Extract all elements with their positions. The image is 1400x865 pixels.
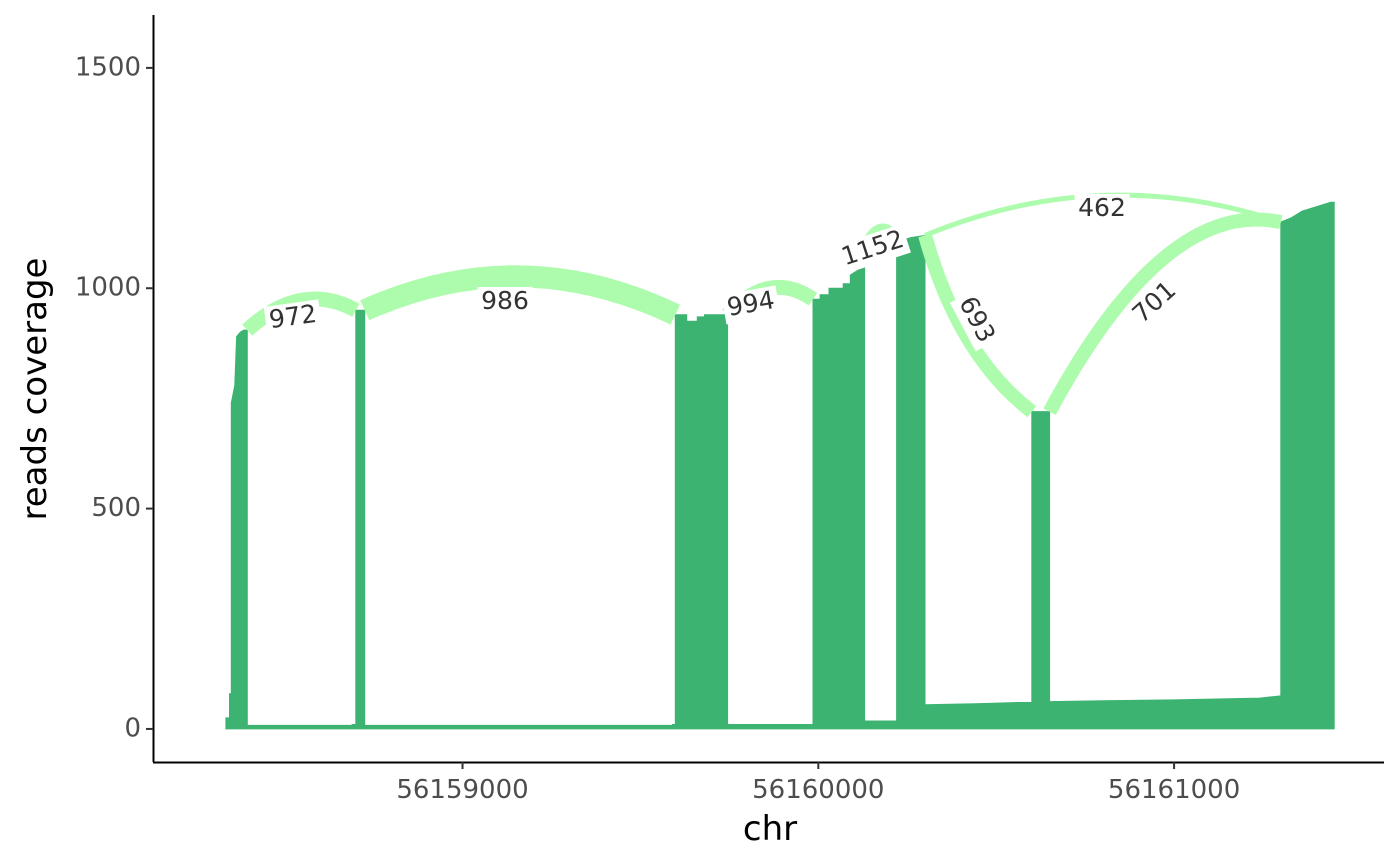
junction-arc <box>360 265 681 325</box>
junction-count-label: 462 <box>1078 193 1126 222</box>
y-tick-label: 1000 <box>75 273 141 303</box>
x-tick-label: 56159000 <box>396 775 528 805</box>
junction-count-label: 972 <box>267 299 318 334</box>
coverage-layer <box>225 201 1335 730</box>
junction-label-bg <box>835 223 911 275</box>
junction-arc <box>242 291 360 336</box>
y-tick-label: 1500 <box>75 52 141 82</box>
x-tick-label: 56160000 <box>752 775 884 805</box>
axes-layer <box>152 15 1384 764</box>
x-tick-label: 56161000 <box>1108 775 1240 805</box>
y-tick-label: 500 <box>91 493 141 523</box>
junction-label-bg <box>1074 194 1130 224</box>
junction-arc <box>1043 212 1283 415</box>
ticks-layer: 0 500 1000 1500 56159000 56160000 56161000 <box>75 52 1240 805</box>
junction-label-bg <box>263 299 323 337</box>
x-axis-title: chr <box>743 809 797 849</box>
junction-label-bg <box>721 285 781 325</box>
coverage-area <box>225 201 1335 730</box>
junction-label-bg <box>477 287 533 317</box>
y-tick-label: 0 <box>124 713 141 743</box>
junction-arc <box>918 233 1037 418</box>
junction-count-label: 986 <box>481 286 529 315</box>
y-axis-title: reads coverage <box>15 258 55 521</box>
junction-label-bg <box>1124 273 1186 333</box>
junction-label-bg <box>949 288 1003 352</box>
